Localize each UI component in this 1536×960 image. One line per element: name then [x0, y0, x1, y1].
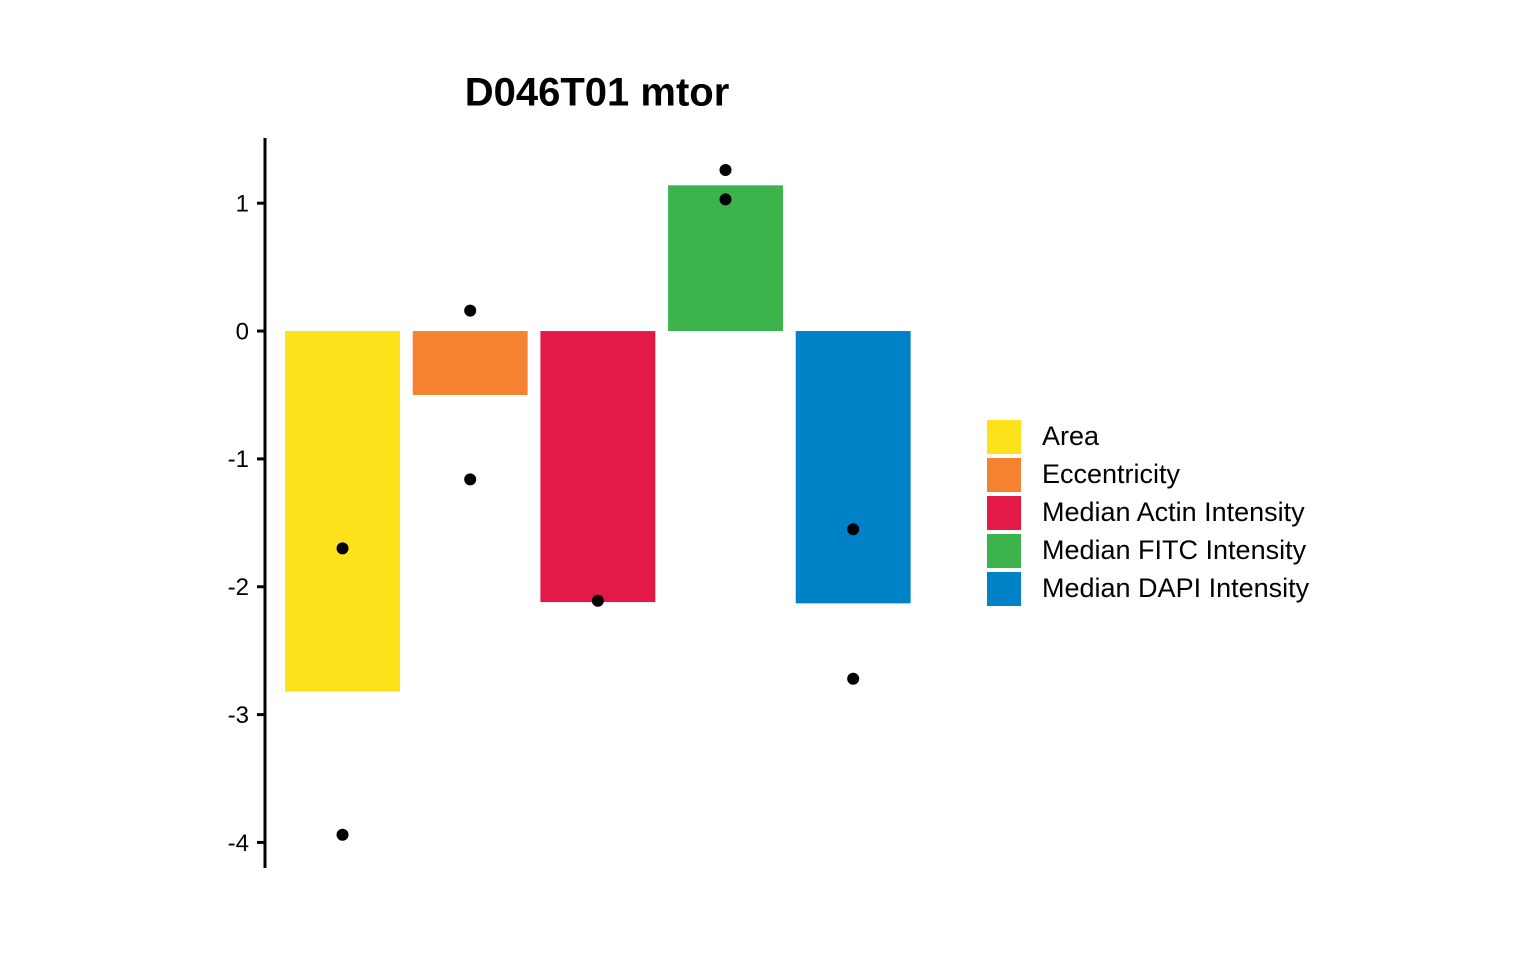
y-tick-label: -2	[228, 574, 249, 601]
data-point	[464, 473, 477, 486]
legend-swatch	[987, 420, 1021, 454]
bar	[668, 185, 783, 332]
y-tick-label: -4	[228, 830, 249, 857]
y-tick-label: 0	[236, 318, 249, 345]
data-point	[847, 523, 860, 536]
legend-swatch	[987, 534, 1021, 568]
bar	[412, 331, 528, 395]
data-point	[336, 542, 349, 555]
data-point	[719, 193, 732, 206]
y-tick-label: -3	[228, 702, 249, 729]
bar	[795, 331, 911, 604]
legend-swatch	[987, 496, 1021, 530]
chart-title: D046T01 mtor	[465, 71, 730, 115]
legend-label: Median DAPI Intensity	[1042, 573, 1310, 603]
data-point	[336, 828, 349, 841]
bar	[285, 331, 400, 692]
legend-swatch	[987, 458, 1021, 492]
legend-label: Median Actin Intensity	[1042, 497, 1305, 527]
legend-label: Eccentricity	[1042, 459, 1181, 489]
data-point	[591, 594, 604, 607]
legend-label: Median FITC Intensity	[1042, 535, 1307, 565]
y-tick-label: -1	[228, 446, 249, 473]
y-tick-label: 1	[236, 191, 249, 218]
legend-label: Area	[1042, 421, 1100, 451]
bar	[540, 331, 656, 603]
data-point	[847, 672, 860, 685]
data-point	[464, 304, 477, 317]
legend-swatch	[987, 572, 1021, 606]
data-point	[719, 163, 732, 176]
